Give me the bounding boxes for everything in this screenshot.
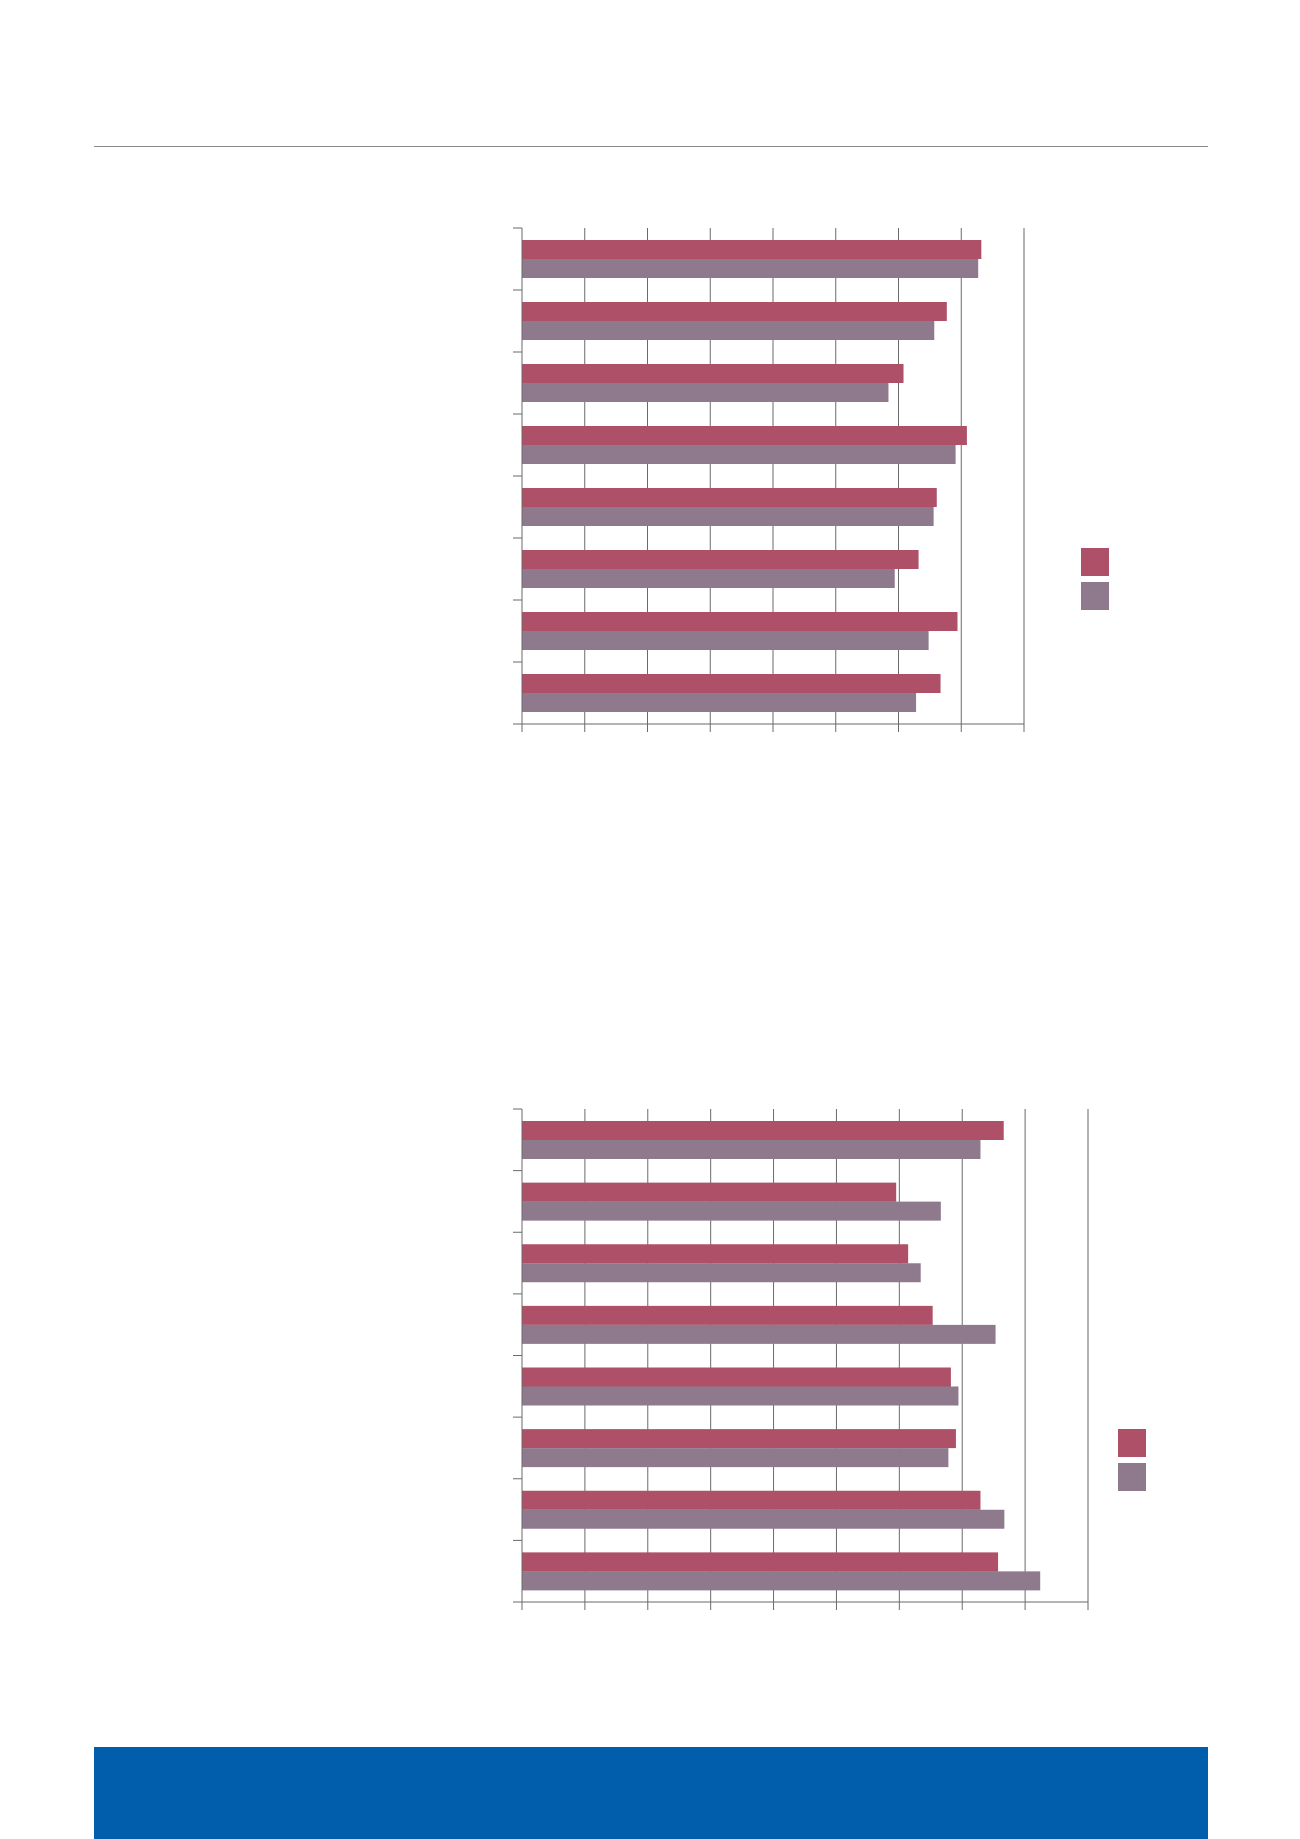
- bar-series-2: [522, 693, 917, 712]
- legend-swatch-series-1: [1081, 548, 1109, 576]
- bar-series-2: [522, 631, 929, 650]
- legend-swatch-series-2: [1081, 582, 1109, 610]
- bar-series-1: [522, 364, 904, 383]
- chart-2: [513, 1108, 1146, 1610]
- bar-series-2: [522, 1263, 921, 1283]
- bar-series-1: [522, 1552, 999, 1572]
- bar-series-1: [522, 1305, 933, 1325]
- bar-series-2: [522, 1140, 981, 1159]
- bar-series-1: [522, 240, 982, 259]
- bar-series-1: [522, 1429, 956, 1449]
- bar-series-2: [522, 445, 956, 464]
- bar-series-1: [522, 1182, 897, 1202]
- top-rule: [94, 146, 1208, 147]
- bar-series-1: [522, 612, 958, 631]
- bar-series-1: [522, 488, 937, 507]
- chart-1: [513, 227, 1109, 732]
- bar-series-2: [522, 1448, 949, 1468]
- bar-series-2: [522, 259, 979, 278]
- bar-series-2: [522, 1201, 941, 1221]
- bar-series-1: [522, 302, 947, 321]
- bar-series-2: [522, 569, 895, 588]
- legend-swatch-series-1: [1118, 1429, 1146, 1457]
- bar-series-1: [522, 1367, 951, 1387]
- bar-series-2: [522, 1386, 959, 1406]
- legend-swatch-series-2: [1118, 1463, 1146, 1491]
- bar-series-2: [522, 507, 934, 526]
- bar-series-2: [522, 1324, 996, 1344]
- bar-series-2: [522, 321, 935, 340]
- bar-series-1: [522, 1490, 981, 1510]
- bar-series-1: [522, 1244, 909, 1264]
- bar-series-2: [522, 383, 889, 402]
- bar-series-1: [522, 426, 967, 445]
- footer-band: [94, 1747, 1208, 1839]
- bar-series-2: [522, 1571, 1041, 1591]
- bar-series-1: [522, 1121, 1004, 1140]
- bar-series-2: [522, 1509, 1005, 1529]
- bar-series-1: [522, 550, 919, 569]
- bar-series-1: [522, 674, 941, 693]
